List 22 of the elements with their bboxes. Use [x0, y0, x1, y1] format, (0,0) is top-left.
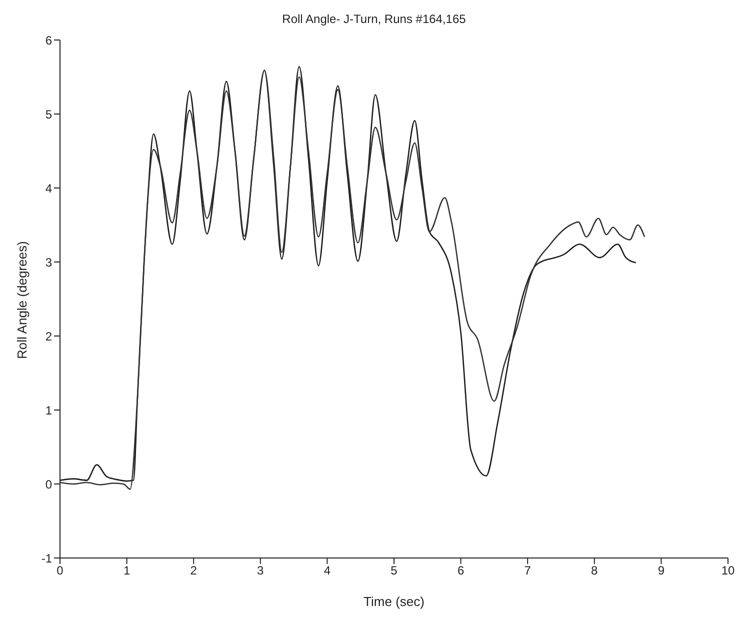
x-tick-label: 7: [524, 564, 532, 578]
x-tick-label: 0: [56, 564, 64, 578]
y-tick-label: 3: [45, 255, 52, 270]
y-tick-label: 2: [45, 329, 52, 344]
x-tick-label: 4: [324, 564, 331, 578]
y-tick-label: 1: [45, 403, 52, 418]
y-tick-label: 6: [45, 33, 52, 48]
x-tick-label: 5: [390, 564, 398, 578]
y-tick-label: 5: [45, 107, 52, 122]
x-tick-label: 10: [721, 564, 735, 578]
y-tick-label: -1: [41, 551, 52, 566]
x-tick-label: 2: [190, 564, 198, 578]
y-tick-label: 0: [45, 477, 52, 492]
y-tick-label: 4: [45, 181, 52, 196]
chart-title: Roll Angle- J-Turn, Runs #164,165: [281, 11, 467, 28]
x-tick-label: 8: [591, 564, 598, 578]
y-axis-title: Roll Angle (degrees): [14, 241, 30, 359]
x-tick-label: 9: [658, 564, 665, 578]
x-axis-title: Time (sec): [364, 594, 424, 609]
x-tick-label: 1: [123, 564, 130, 578]
x-tick-label: 3: [257, 564, 264, 578]
x-tick-label: 6: [457, 564, 464, 578]
